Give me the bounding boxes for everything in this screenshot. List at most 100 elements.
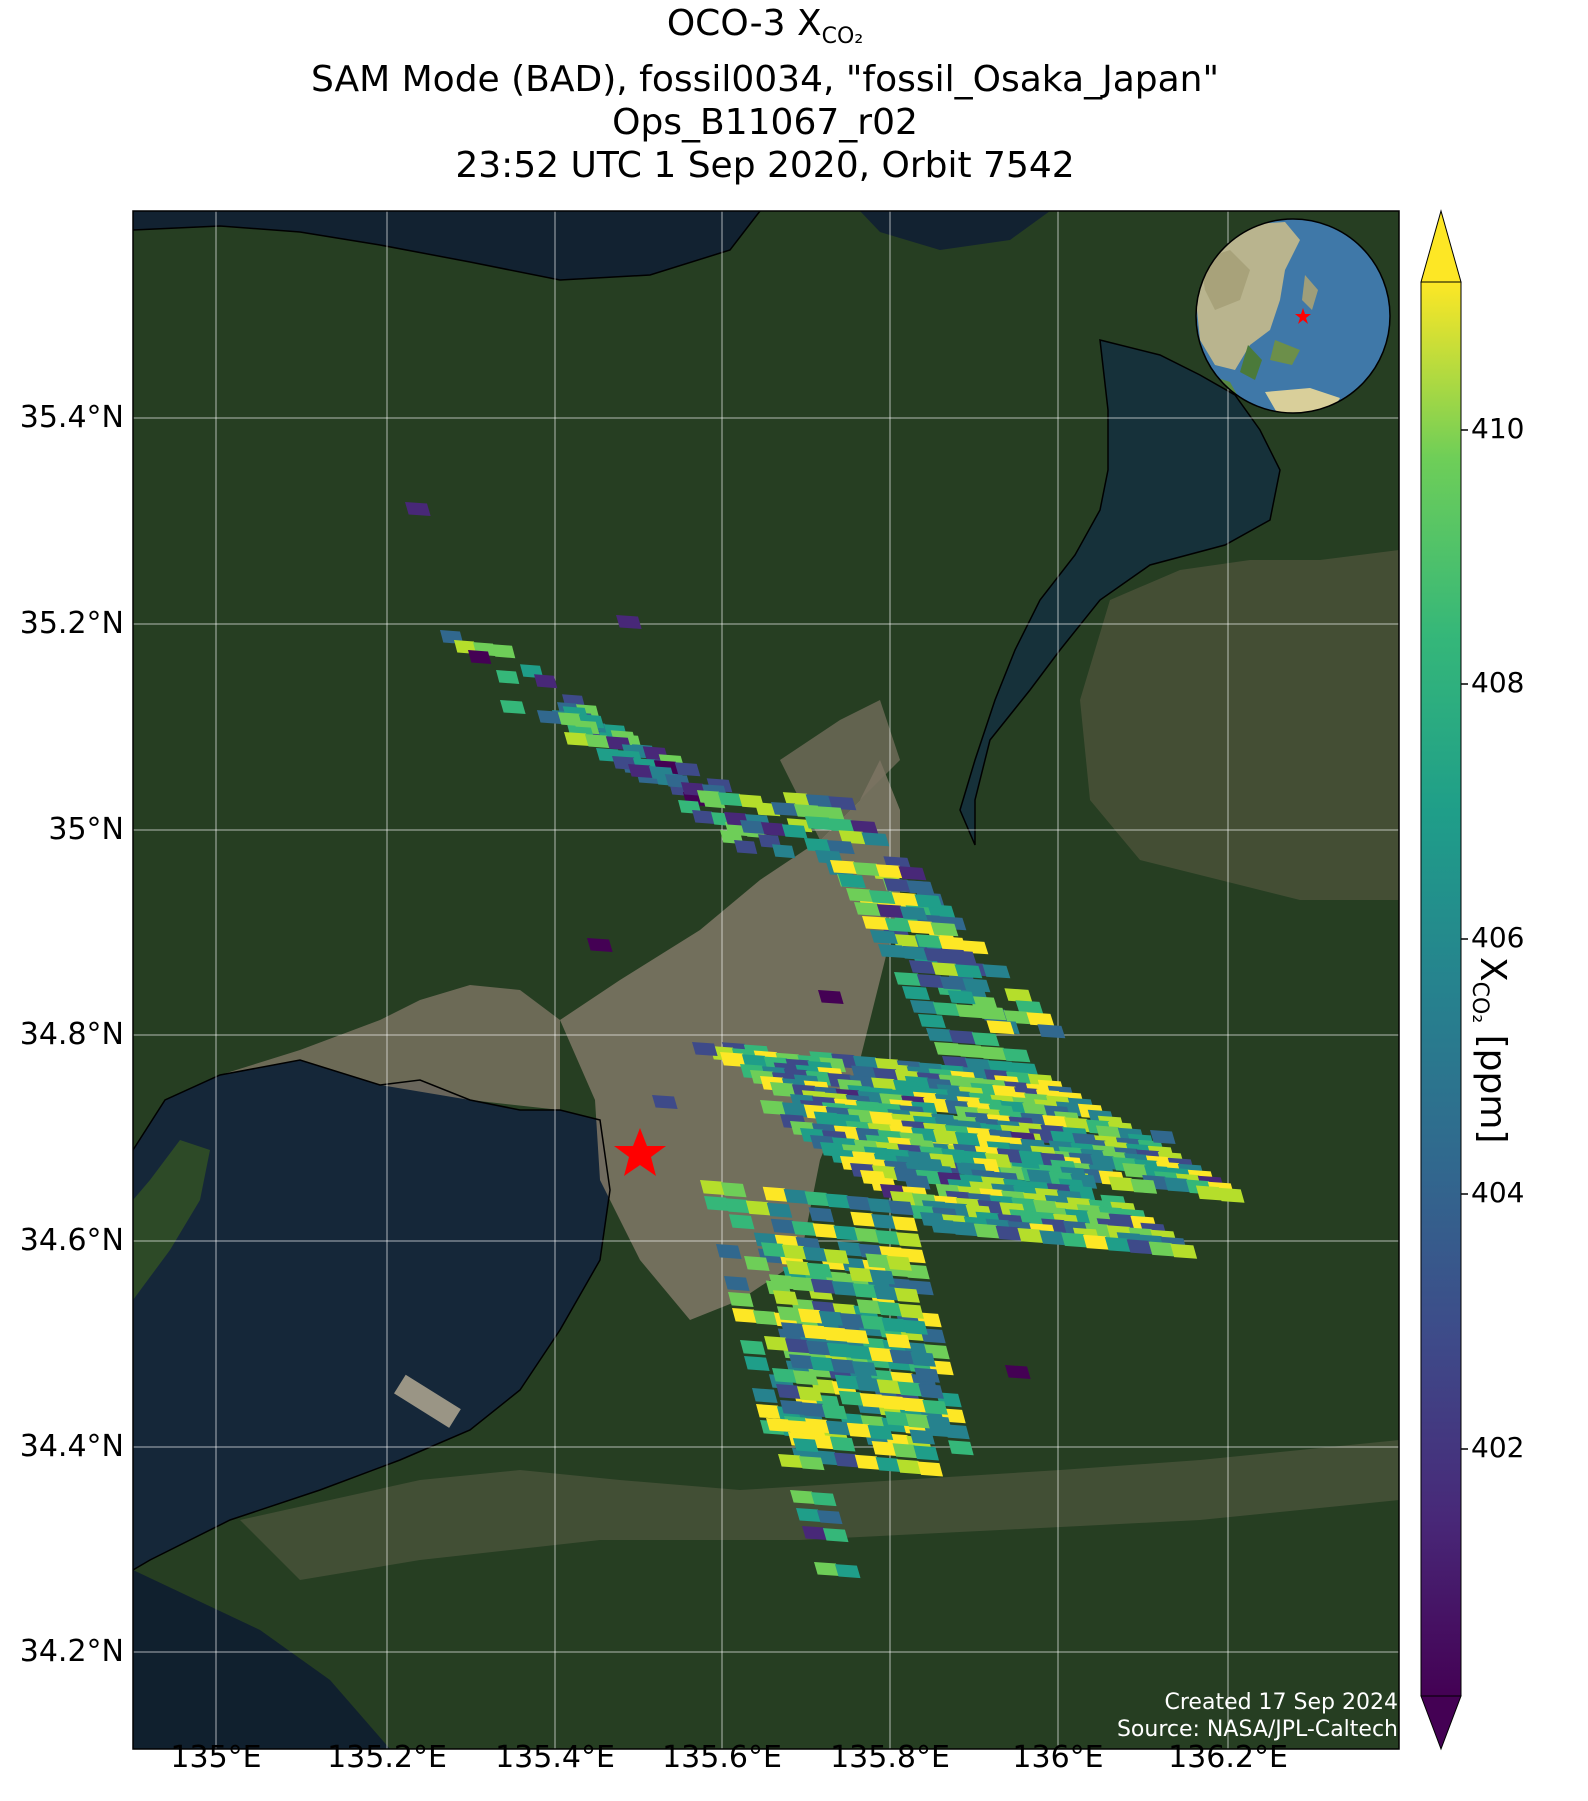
xco2-sounding-cell — [800, 1402, 827, 1418]
xco2-sounding-cell — [652, 1095, 678, 1109]
lon-tick-label: 135.4°E — [495, 1740, 615, 1775]
target-star-marker — [614, 1128, 666, 1176]
xco2-sounding-cell — [756, 1404, 782, 1419]
xco2-sounding-cell — [868, 1347, 895, 1363]
xco2-sounding-cell — [871, 1441, 898, 1456]
xco2-sounding-cell — [914, 1367, 940, 1383]
lon-tick-label: 136.2°E — [1168, 1740, 1288, 1775]
xco2-sounding-cell — [744, 1256, 770, 1271]
xco2-sounding-cell — [1039, 1230, 1067, 1246]
xco2-sounding-cell — [1017, 1228, 1045, 1243]
lon-tick-label: 136°E — [1012, 1740, 1104, 1775]
xco2-sounding-cell — [674, 762, 701, 777]
xco2-sounding-cell — [760, 1100, 787, 1115]
xco2-sounding-cell — [492, 644, 516, 659]
xco2-sounding-cell — [734, 840, 758, 854]
xco2-sounding-cell — [827, 818, 856, 833]
xco2-sounding-cell — [804, 1418, 831, 1434]
xco2-sounding-cell — [770, 1218, 797, 1234]
xco2-sounding-cell — [898, 1303, 924, 1319]
xco2-sounding-cell — [805, 1340, 832, 1356]
xco2-sounding-cell — [867, 1425, 894, 1440]
xco2-sounding-cell — [818, 1310, 845, 1326]
xco2-sounding-cell — [909, 1429, 936, 1445]
xco2-sounding-cell — [1018, 1150, 1046, 1166]
xco2-sounding-cell — [1005, 1365, 1031, 1379]
xco2-sounding-cell — [854, 1227, 880, 1243]
xco2-sounding-cell — [934, 1042, 962, 1056]
xco2-sounding-cell — [805, 794, 834, 809]
xco2-sounding-cell — [948, 950, 977, 965]
xco2-sounding-cell — [902, 986, 930, 1000]
xco2-sounding-cell — [871, 1214, 897, 1229]
xco2-sounding-cell — [854, 1454, 881, 1470]
xco2-sounding-cell — [822, 1528, 849, 1543]
xco2-sounding-cell — [792, 1438, 819, 1453]
xco2-sounding-cell — [802, 1246, 829, 1262]
xco2-sounding-cell — [843, 1329, 870, 1344]
xco2-sounding-cell — [918, 1383, 944, 1399]
xco2-sounding-cell — [732, 1308, 758, 1323]
xco2-sounding-cell — [962, 978, 991, 993]
xco2-sounding-cell — [564, 732, 590, 746]
xco2-sounding-cell — [1164, 1177, 1191, 1193]
xco2-sounding-cell — [1108, 1176, 1136, 1192]
xco2-sounding-cell — [861, 832, 890, 847]
xco2-sounding-cell — [931, 962, 960, 977]
xco2-sounding-cell — [808, 1207, 835, 1223]
xco2-sounding-cell — [955, 1004, 984, 1019]
xco2-sounding-cell — [792, 1370, 819, 1386]
xco2-sounding-cell — [905, 1413, 932, 1429]
xco2-sounding-cell — [818, 990, 844, 1004]
xco2-sounding-cell — [838, 830, 867, 845]
xco2-sounding-cell — [500, 700, 526, 714]
xco2-sounding-cell — [902, 1319, 928, 1335]
xco2-sounding-cell — [772, 844, 796, 859]
xco2-sounding-cell — [822, 1326, 849, 1342]
xco2-sounding-cell — [938, 936, 967, 951]
xco2-sounding-cell — [875, 1457, 902, 1472]
xco2-sounding-cell — [778, 1454, 804, 1468]
xco2-sounding-cell — [696, 790, 723, 805]
lat-tick-label: 35.2°N — [19, 606, 124, 641]
xco2-sounding-cell — [910, 1000, 938, 1014]
xco2-sounding-cell — [804, 816, 833, 831]
xco2-sounding-cell — [878, 944, 906, 958]
xco2-sounding-cell — [826, 840, 855, 855]
xco2-sounding-cell — [876, 1379, 903, 1395]
xco2-sounding-cell — [869, 1269, 896, 1285]
xco2-sounding-cell — [894, 972, 922, 986]
xco2-sounding-cell — [752, 1310, 779, 1326]
xco2-sounding-cell — [821, 1404, 848, 1420]
xco2-sounding-cell — [810, 1492, 837, 1507]
xco2-sounding-cell — [798, 1456, 825, 1471]
xco2-sounding-cell — [917, 1461, 944, 1477]
xco2-sounding-cell — [891, 892, 920, 907]
xco2-sounding-cell — [830, 1358, 857, 1374]
xco2-sounding-cell — [788, 1354, 815, 1370]
xco2-sounding-cell — [868, 890, 897, 905]
xco2-sounding-cell — [780, 1400, 806, 1415]
xco2-sounding-cell — [812, 1223, 839, 1239]
xco2-sounding-cell — [951, 1221, 979, 1237]
xco2-sounding-cell — [760, 1242, 787, 1258]
xco2-sounding-cell — [979, 1046, 1008, 1061]
xco2-sounding-cell — [740, 820, 766, 834]
xco2-sounding-cell — [704, 1196, 730, 1211]
xco2-sounding-cell — [793, 804, 822, 819]
xco2-sounding-cell — [828, 796, 857, 811]
xco2-sounding-cell — [883, 878, 912, 893]
xco2-sounding-cell — [1004, 988, 1033, 1003]
xco2-sounding-cell — [892, 934, 920, 948]
xco2-soundings — [405, 502, 1245, 1579]
xco2-sounding-cell — [796, 1508, 822, 1522]
xco2-sounding-cell — [846, 1195, 872, 1211]
xco2-sounding-cell — [888, 1200, 914, 1216]
xco2-sounding-cell — [906, 880, 935, 895]
xco2-sounding-cell — [1037, 1024, 1066, 1039]
colorbar-tick-label: 404 — [1471, 1176, 1525, 1209]
xco2-sounding-cell — [855, 1377, 882, 1392]
xco2-sounding-cell — [927, 904, 956, 919]
xco2-sounding-cell — [856, 1299, 883, 1315]
xco2-sounding-cell — [860, 1315, 887, 1331]
